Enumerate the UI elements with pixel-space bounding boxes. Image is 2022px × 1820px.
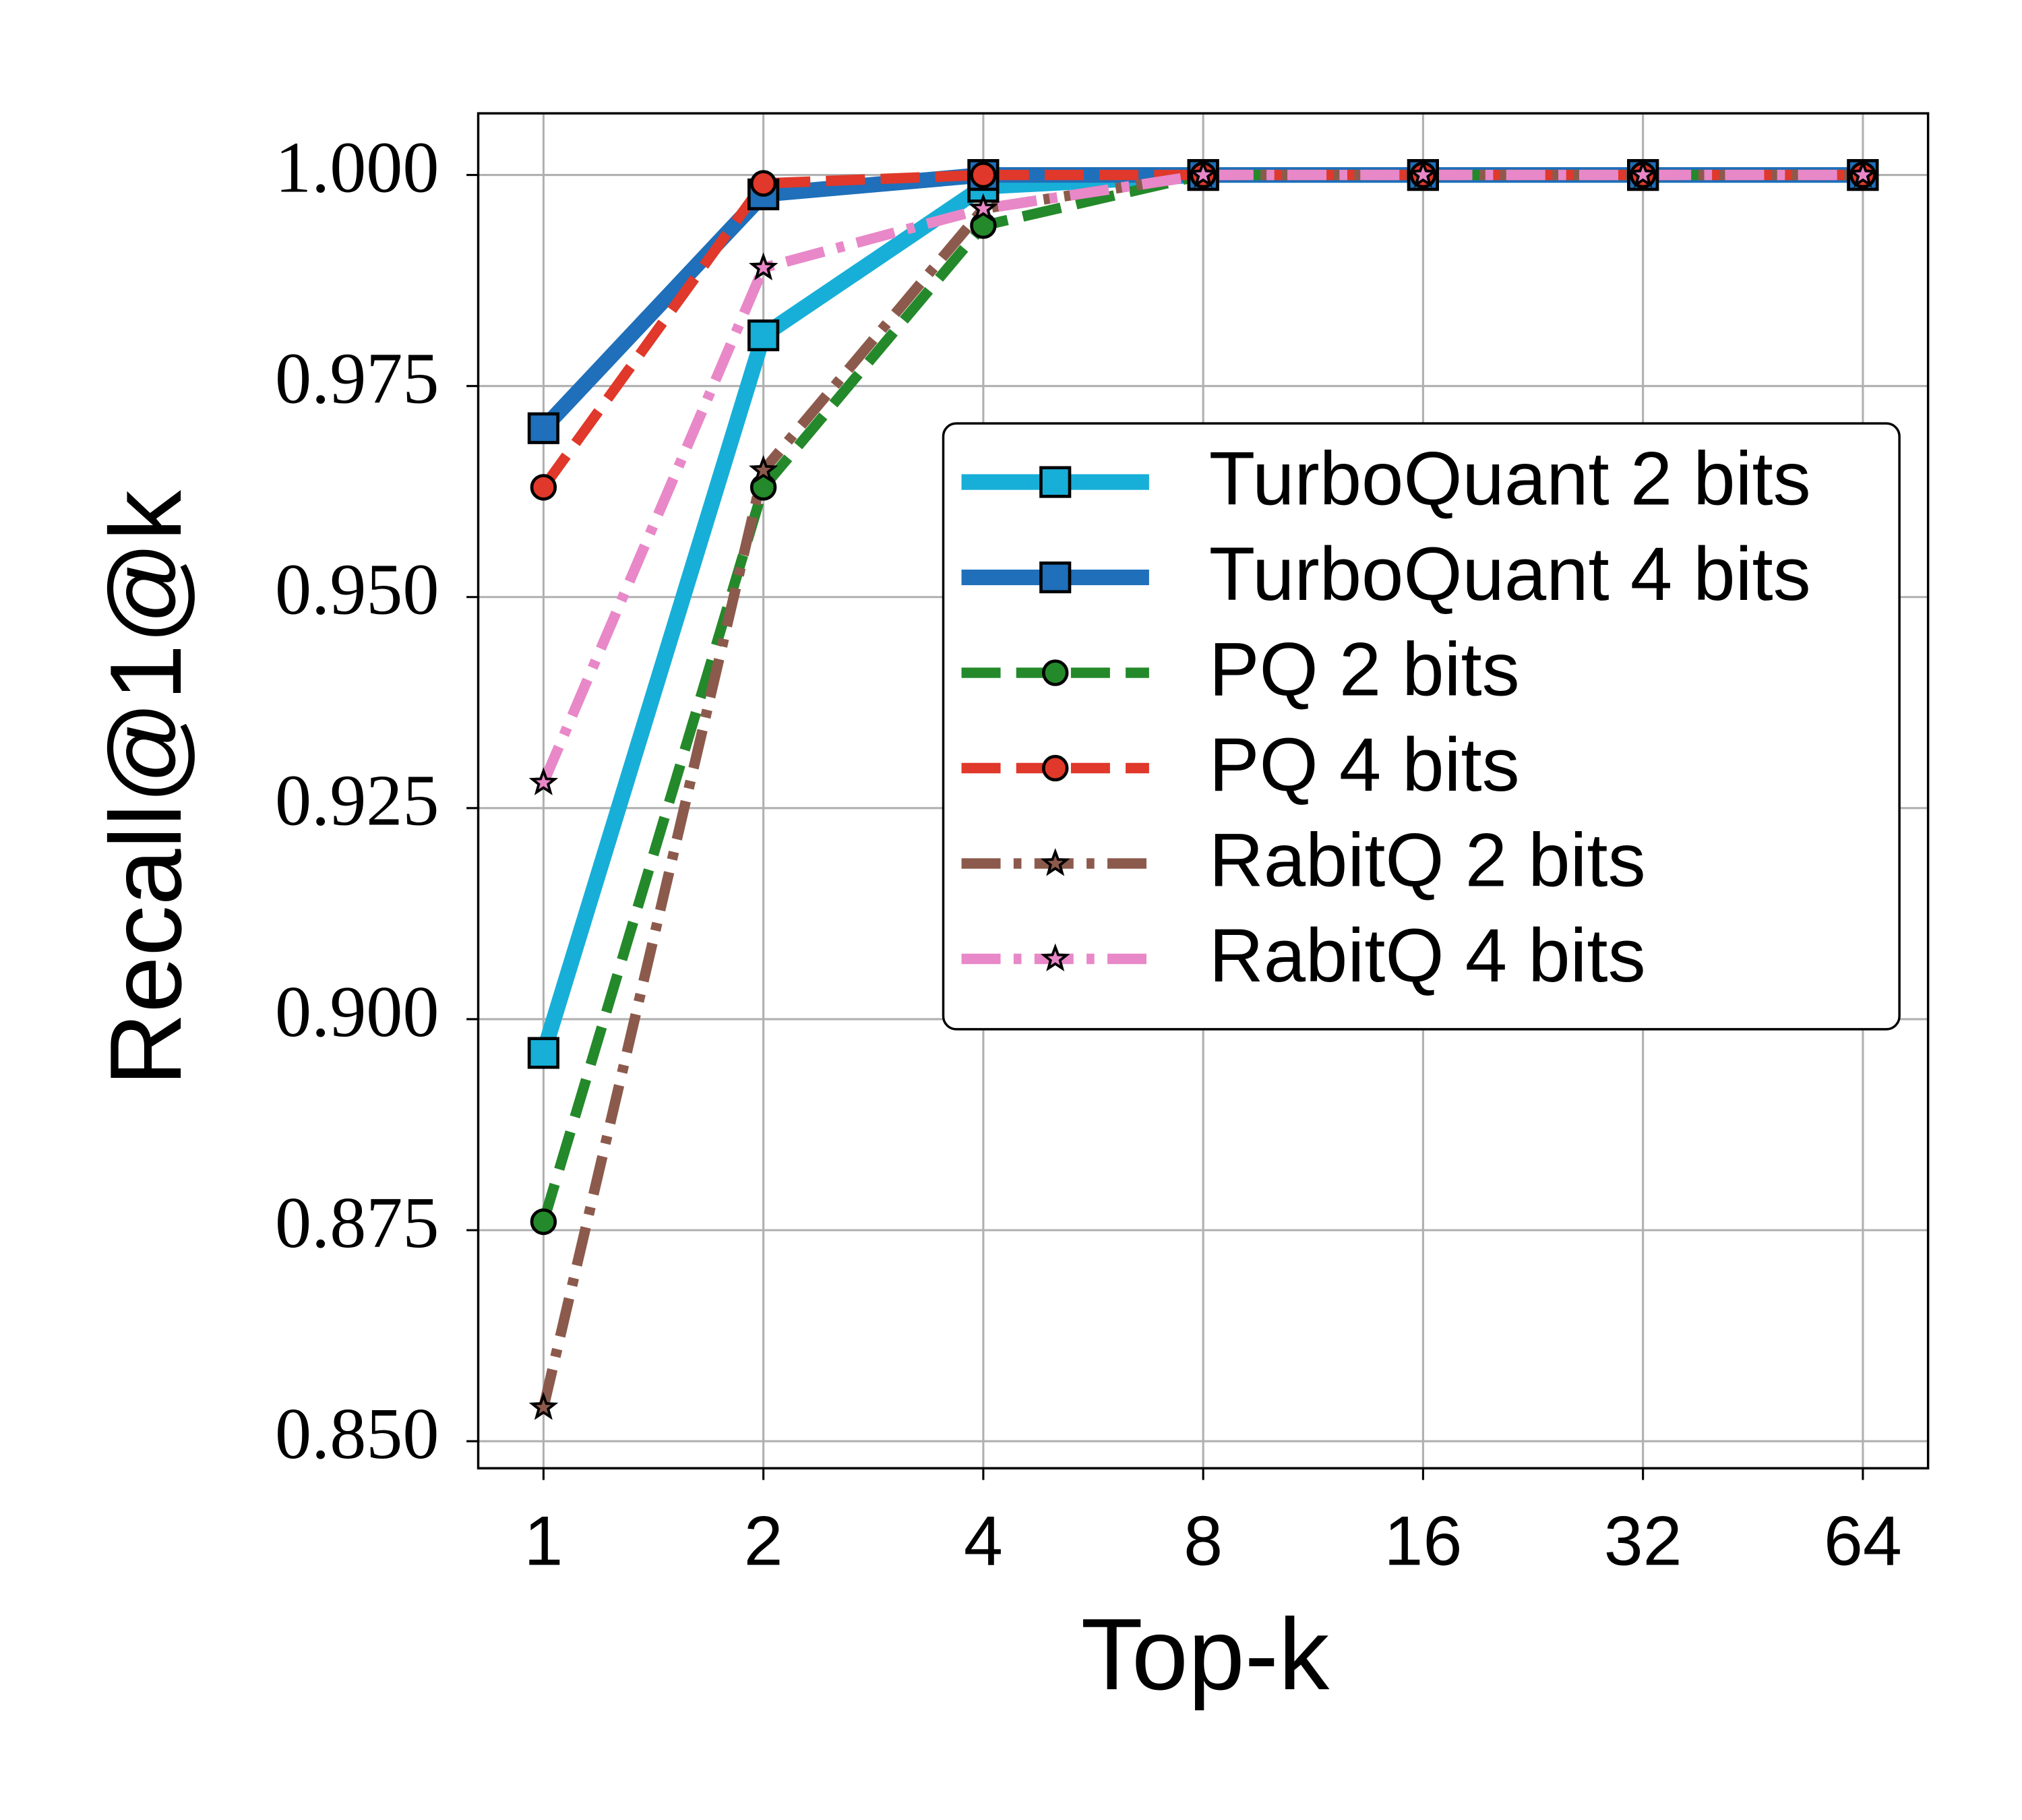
y-tick-label: 0.850 (275, 1394, 439, 1474)
legend-label: RabitQ 4 bits (1209, 913, 1646, 998)
marker (1041, 659, 1069, 686)
marker (1040, 848, 1070, 876)
marker (530, 1208, 557, 1236)
y-axis-label: Recall@1@k (89, 490, 202, 1087)
x-tick-label: 8 (1184, 1503, 1223, 1581)
legend-box (942, 422, 1901, 1031)
x-tick-label: 64 (1824, 1503, 1902, 1581)
y-tick-label: 0.875 (275, 1183, 439, 1263)
marker (970, 212, 997, 239)
x-tick-label: 4 (964, 1503, 1003, 1581)
marker (1039, 466, 1072, 498)
marker (969, 193, 998, 222)
y-tick-label: 0.925 (275, 761, 439, 841)
marker (1188, 159, 1218, 188)
plot-frame (477, 112, 1930, 1469)
x-axis-label: Top-k (1081, 1598, 1330, 1711)
marker (527, 1037, 559, 1069)
marker (747, 319, 780, 352)
marker (749, 454, 778, 483)
x-tick-label: 16 (1384, 1503, 1462, 1581)
legend-label: PQ 2 bits (1209, 628, 1520, 712)
x-tick-label: 1 (524, 1503, 563, 1581)
legend-label: TurboQuant 2 bits (1209, 437, 1811, 521)
x-tick-label: 32 (1604, 1503, 1682, 1581)
marker (1040, 943, 1070, 972)
marker (527, 412, 559, 444)
marker (1848, 159, 1878, 188)
marker (749, 474, 777, 501)
marker (1039, 561, 1072, 594)
marker (528, 1391, 559, 1420)
legend-label: PQ 4 bits (1209, 723, 1520, 807)
marker (970, 161, 997, 189)
y-tick-label: 0.975 (275, 338, 439, 419)
legend-label: TurboQuant 4 bits (1209, 532, 1811, 616)
marker (748, 252, 778, 280)
marker (528, 767, 559, 795)
x-tick-label: 2 (744, 1503, 783, 1581)
legend-label: RabitQ 2 bits (1209, 818, 1646, 902)
marker (530, 474, 557, 501)
marker (1408, 159, 1438, 188)
legend: TurboQuant 2 bits TurboQuant 4 bits PQ 2 b… (942, 422, 1901, 1031)
y-tick-label: 0.900 (275, 972, 439, 1052)
marker (1628, 159, 1658, 188)
y-tick-label: 0.950 (275, 550, 439, 630)
y-tick-label: 1.000 (275, 127, 439, 208)
marker (749, 170, 777, 197)
marker (1041, 754, 1069, 782)
